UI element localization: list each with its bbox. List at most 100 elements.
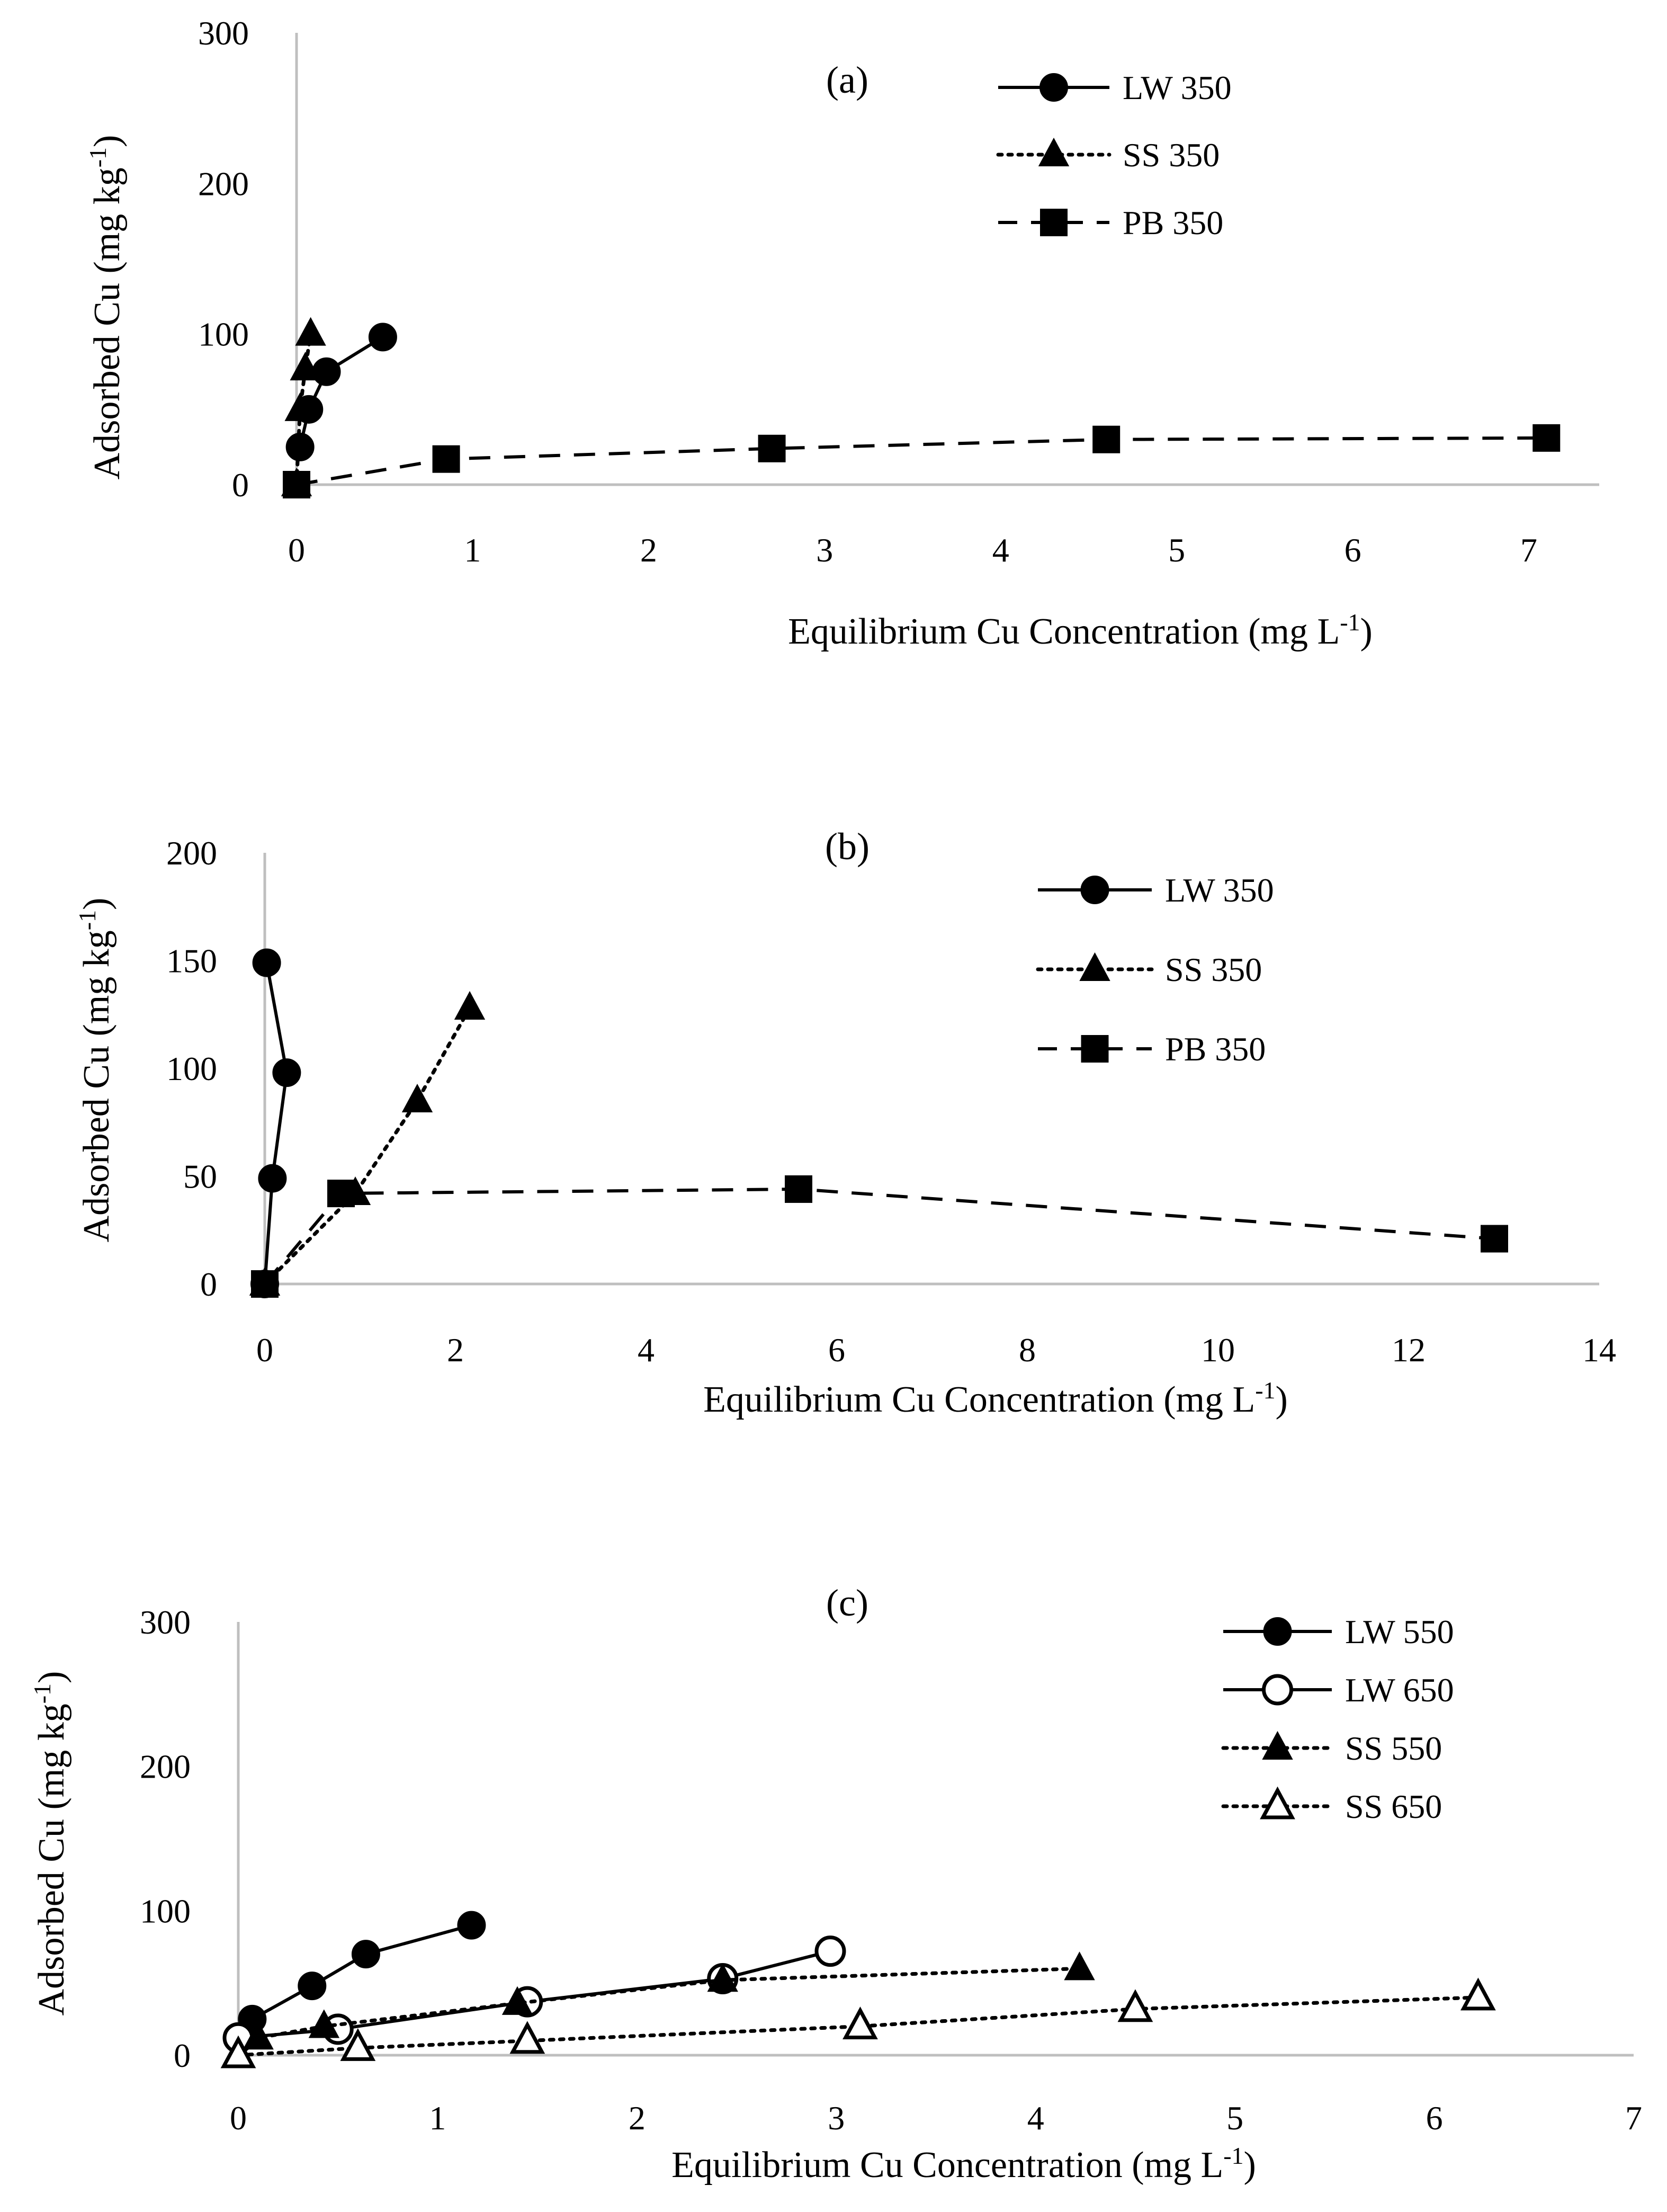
data-point <box>312 357 341 386</box>
x-tick-label: 2 <box>447 1331 464 1369</box>
data-point <box>1117 1989 1153 2022</box>
y-tick-label: 200 <box>140 1748 191 1786</box>
x-tick-label: 1 <box>464 531 481 569</box>
x-tick-label: 4 <box>638 1331 655 1369</box>
series-line <box>296 436 1547 486</box>
y-axis-title: Adsorbed Cu (mg kg-1) <box>74 898 118 1243</box>
data-point <box>298 1972 327 2001</box>
data-point <box>368 323 397 352</box>
data-point <box>284 392 316 421</box>
x-tick-label: 7 <box>1625 2099 1642 2137</box>
x-tick-label: 5 <box>1168 531 1185 569</box>
legend-marker <box>1080 876 1109 904</box>
x-axis-title: Equilibrium Cu Concentration (mg L-1) <box>703 1377 1288 1421</box>
x-tick-label: 2 <box>640 531 657 569</box>
series-line <box>263 1187 1495 1285</box>
x-tick-label: 14 <box>1582 1331 1616 1369</box>
x-axis-title: Equilibrium Cu Concentration (mg L-1) <box>788 609 1373 653</box>
chart-panel-b: 0 2 4 6 8 10 12 14 0 50 100 150 200 Equilibrium Cu Co… <box>74 825 1617 1420</box>
legend-entry: LW 650 <box>1223 1671 1454 1709</box>
x-tick-label: 6 <box>1426 2099 1443 2137</box>
legend-label: LW 650 <box>1345 1671 1454 1709</box>
x-tick-label: 12 <box>1392 1331 1426 1369</box>
x-tick-label: 0 <box>230 2099 247 2137</box>
data-point <box>327 1180 355 1208</box>
data-point <box>1064 1951 1095 1981</box>
x-tick-label: 0 <box>256 1331 273 1369</box>
data-point <box>290 351 321 381</box>
x-axis-title: Equilibrium Cu Concentration (mg L-1) <box>671 2142 1256 2186</box>
x-tick-label: 0 <box>288 531 305 569</box>
legend-entry: PB 350 <box>1038 1030 1266 1068</box>
x-tick-label: 8 <box>1019 1331 1036 1369</box>
data-point <box>457 1911 486 1940</box>
data-point <box>432 445 460 473</box>
x-tick-label: 7 <box>1520 531 1537 569</box>
chart-panel-a: 0 1 2 3 4 5 6 7 0 100 200 300 Equilibrium Cu Concent… <box>84 14 1599 653</box>
y-tick-label: 50 <box>183 1158 217 1196</box>
series-line <box>263 962 289 1285</box>
data-point <box>220 2035 256 2068</box>
y-axis-title: Adsorbed Cu (mg kg-1) <box>84 135 128 480</box>
legend-marker <box>1079 952 1110 981</box>
y-tick-label: 100 <box>198 316 249 353</box>
legend-entry: LW 550 <box>1223 1613 1454 1651</box>
legend-marker <box>1262 1731 1293 1760</box>
legend-entry: SS 550 <box>1221 1729 1442 1767</box>
legend-label: LW 550 <box>1345 1613 1454 1651</box>
x-tick-label: 10 <box>1201 1331 1235 1369</box>
data-point <box>843 2006 878 2039</box>
y-tick-label: 200 <box>166 834 217 872</box>
legend-label: SS 650 <box>1345 1788 1442 1825</box>
legend-marker <box>1262 1674 1293 1706</box>
data-point <box>1532 424 1561 452</box>
y-tick-label: 0 <box>232 466 249 504</box>
x-tick-label: 4 <box>1027 2099 1044 2137</box>
data-point <box>1092 425 1121 453</box>
panel-label: (b) <box>825 825 870 868</box>
y-tick-label: 100 <box>140 1892 191 1930</box>
x-tick-label: 5 <box>1226 2099 1243 2137</box>
series-line <box>263 1006 472 1286</box>
x-tick-label: 6 <box>828 1331 845 1369</box>
legend-entry: SS 650 <box>1221 1786 1442 1825</box>
legend-entry: SS 350 <box>996 136 1220 174</box>
legend-marker <box>1260 1786 1295 1819</box>
data-point <box>501 1986 533 2015</box>
data-point <box>283 471 310 498</box>
legend-label: SS 350 <box>1123 136 1220 174</box>
data-point <box>758 434 786 462</box>
series-line <box>236 1995 1480 2057</box>
legend-marker <box>1038 137 1070 166</box>
data-point <box>295 317 326 346</box>
panel-label: (c) <box>826 1582 868 1624</box>
data-point <box>351 1940 380 1969</box>
data-point <box>243 2021 274 2050</box>
legend-marker <box>1263 1617 1292 1646</box>
x-tick-label: 3 <box>816 531 833 569</box>
y-tick-label: 200 <box>198 165 249 202</box>
legend-entry: SS 350 <box>1036 951 1262 988</box>
data-point <box>707 1963 738 1992</box>
data-point <box>509 2021 545 2054</box>
x-tick-label: 3 <box>828 2099 845 2137</box>
y-tick-label: 0 <box>174 2037 191 2074</box>
data-point <box>308 2009 340 2038</box>
series-line <box>294 332 313 487</box>
data-point <box>1481 1225 1508 1253</box>
x-tick-label: 1 <box>429 2099 446 2137</box>
legend-entry: LW 350 <box>1038 871 1274 909</box>
data-point <box>401 1083 433 1113</box>
y-tick-label: 100 <box>166 1050 217 1087</box>
series-pb-350 <box>251 1175 1508 1298</box>
legend-entry: LW 350 <box>998 69 1232 106</box>
legend-label: PB 350 <box>1165 1030 1266 1068</box>
data-point <box>340 2028 376 2061</box>
legend-label: SS 550 <box>1345 1729 1442 1767</box>
y-tick-label: 300 <box>198 14 249 52</box>
legend-label: SS 350 <box>1165 951 1262 988</box>
x-tick-label: 2 <box>629 2099 646 2137</box>
y-tick-label: 300 <box>140 1603 191 1641</box>
data-point <box>1460 1977 1496 2011</box>
